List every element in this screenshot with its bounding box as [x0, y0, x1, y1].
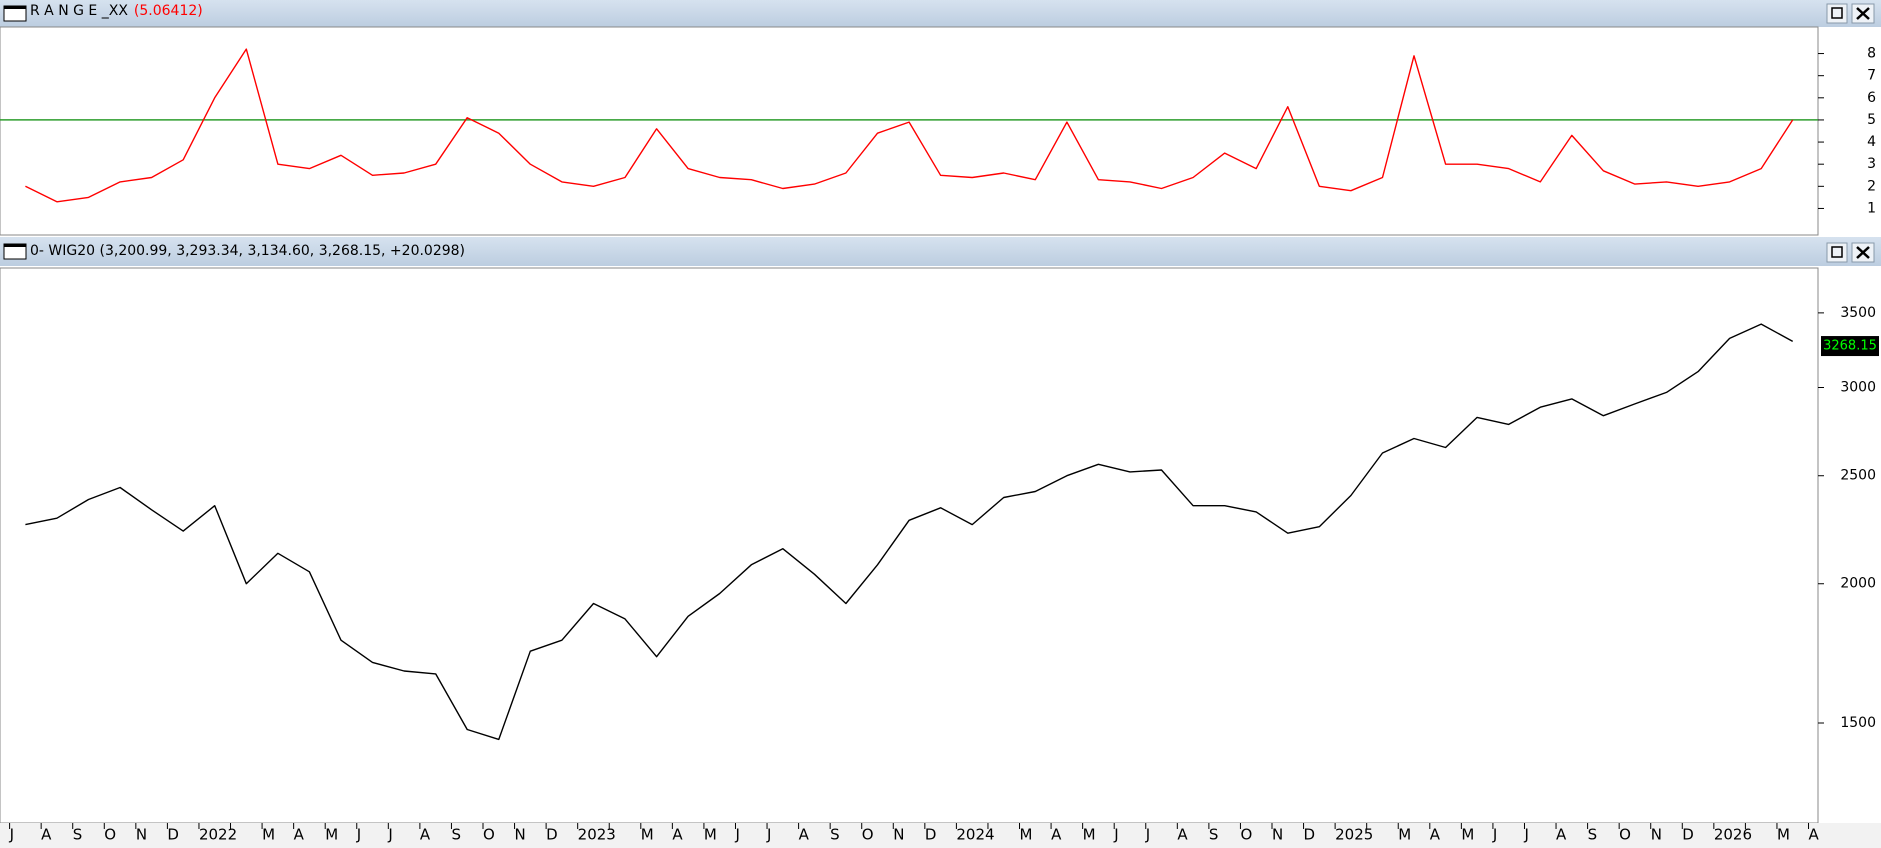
y-tick-label: 5: [1867, 112, 1876, 128]
x-tick-label: J: [1145, 826, 1150, 844]
x-tick-label: A: [1809, 826, 1820, 844]
x-tick-label: A: [420, 826, 431, 844]
y-tick-label: 6: [1867, 90, 1876, 106]
x-tick-label: 2023: [578, 826, 616, 844]
x-tick-label: A: [1430, 826, 1441, 844]
range-plot-area: [0, 26, 1819, 236]
x-tick-label: O: [483, 826, 495, 844]
x-tick-label: A: [1051, 826, 1062, 844]
close-icon: [1856, 7, 1870, 20]
x-tick-label: A: [672, 826, 683, 844]
x-tick-label: S: [73, 826, 83, 844]
x-tick-label: O: [1240, 826, 1252, 844]
x-tick-label: D: [1682, 826, 1694, 844]
x-tick-label: M: [325, 826, 338, 844]
x-tick-label: S: [830, 826, 840, 844]
x-tick-label: J: [1523, 826, 1528, 844]
x-axis-area: [0, 823, 1881, 848]
x-tick-label: J: [9, 826, 14, 844]
series-line: [25, 48, 1794, 203]
x-tick-label: J: [734, 826, 739, 844]
x-tick-label: 2025: [1335, 826, 1373, 844]
x-tick-label: J: [356, 826, 361, 844]
x-tick-label: M: [1398, 826, 1411, 844]
x-tick-label: A: [41, 826, 52, 844]
x-tick-label: J: [766, 826, 771, 844]
x-tick-label: J: [1492, 826, 1497, 844]
x-tick-label: S: [451, 826, 461, 844]
x-tick-label: N: [1272, 826, 1283, 844]
pane-title: 0- WIG20 (3,200.99, 3,293.34, 3,134.60, …: [30, 243, 465, 259]
x-tick-label: M: [641, 826, 654, 844]
y-tick-label: 3000: [1840, 379, 1876, 395]
last-value-label: 3268.15: [1823, 339, 1877, 354]
x-tick-label: 2022: [199, 826, 237, 844]
last-value-box: [1821, 336, 1879, 357]
x-tick-label: A: [799, 826, 810, 844]
close-icon: [1856, 246, 1870, 259]
x-tick-label: D: [167, 826, 179, 844]
x-tick-label: J: [1113, 826, 1118, 844]
x-tick-label: S: [1209, 826, 1219, 844]
x-tick-label: O: [1619, 826, 1631, 844]
title-bar: [0, 237, 1881, 266]
pane-title: R A N G E _XX: [30, 3, 128, 19]
pane-icon: [4, 6, 26, 9]
x-tick-label: 2024: [956, 826, 994, 844]
x-tick-label: M: [704, 826, 717, 844]
maximize-icon: [1831, 7, 1843, 19]
x-tick-label: A: [1556, 826, 1567, 844]
x-tick-label: A: [1177, 826, 1188, 844]
y-tick-label: 8: [1867, 46, 1876, 62]
y-tick-label: 2500: [1840, 468, 1876, 484]
y-tick-label: 7: [1867, 68, 1876, 84]
x-tick-label: N: [1651, 826, 1662, 844]
x-tick-label: M: [262, 826, 275, 844]
x-tick-label: M: [1020, 826, 1033, 844]
x-tick-label: O: [862, 826, 874, 844]
pane-icon: [4, 244, 26, 247]
pane-title-value: (5.06412): [134, 3, 203, 19]
y-tick-label: 2: [1867, 178, 1876, 194]
maximize-button[interactable]: [1826, 242, 1848, 263]
x-tick-label: O: [104, 826, 116, 844]
x-tick-label: M: [1461, 826, 1474, 844]
y-tick-label: 2000: [1840, 576, 1876, 592]
x-tick-label: N: [136, 826, 147, 844]
x-tick-label: M: [1083, 826, 1096, 844]
x-tick-label: 2026: [1714, 826, 1752, 844]
x-tick-label: D: [546, 826, 558, 844]
series-line: [25, 323, 1794, 741]
x-tick-label: A: [294, 826, 305, 844]
x-tick-label: D: [925, 826, 937, 844]
y-tick-label: 3500: [1840, 305, 1876, 321]
y-tick-label: 4: [1867, 134, 1876, 150]
maximize-icon: [1831, 246, 1843, 258]
x-tick-label: S: [1588, 826, 1598, 844]
y-tick-label: 3: [1867, 156, 1876, 172]
y-tick-label: 1500: [1840, 715, 1876, 731]
x-tick-label: J: [387, 826, 392, 844]
x-tick-label: N: [515, 826, 526, 844]
price-plot-area: [0, 267, 1819, 824]
y-tick-label: 1: [1867, 200, 1876, 216]
x-tick-label: N: [893, 826, 904, 844]
title-bar: [0, 0, 1881, 27]
x-tick-label: M: [1777, 826, 1790, 844]
x-tick-label: D: [1304, 826, 1316, 844]
maximize-button[interactable]: [1826, 3, 1848, 24]
